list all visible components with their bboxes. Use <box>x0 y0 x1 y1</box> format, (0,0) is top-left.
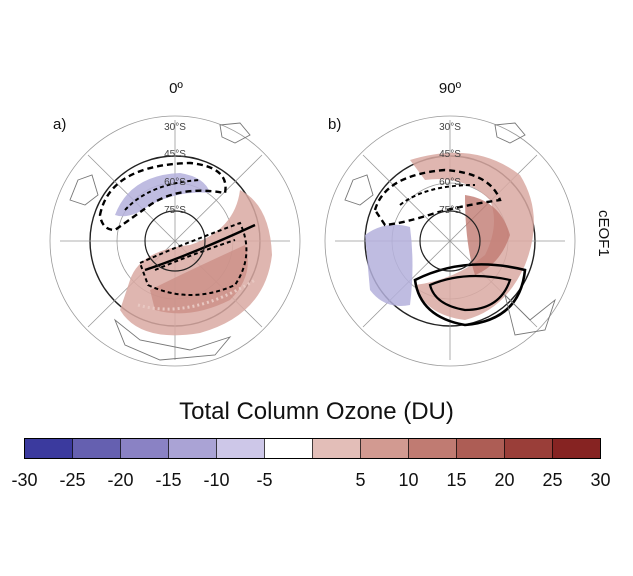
colorbar-tick-label: -15 <box>155 470 182 490</box>
panel-b-lat-45: 45°S <box>439 149 461 160</box>
colorbar-cell <box>24 438 73 459</box>
panel-b-lat-60: 60°S <box>439 177 461 188</box>
colorbar-tick-label: -30 <box>11 470 38 490</box>
panel-a-lat-45: 45°S <box>164 149 186 160</box>
colorbar-cell <box>264 438 313 459</box>
colorbar-cell <box>408 438 457 459</box>
panel-b-lat-75: 75°S <box>439 205 461 216</box>
colorbar-tick-label: 5 <box>355 470 366 490</box>
colorbar-cell <box>552 438 601 459</box>
colorbar-cell <box>456 438 505 459</box>
colorbar-cell <box>168 438 217 459</box>
row-label: cEOF1 <box>595 210 612 257</box>
panel-a-lat-30: 30°S <box>164 122 186 133</box>
panel-a-polar-map: 30°S 45°S 60°S 75°S <box>49 115 301 367</box>
colorbar-cell <box>120 438 169 459</box>
panel-b-lat-30: 30°S <box>439 122 461 133</box>
panel-a-lat-75: 75°S <box>164 205 186 216</box>
panel-b-polar-map: 30°S 45°S 60°S 75°S <box>324 115 576 367</box>
colorbar-tick-label: 10 <box>398 470 419 490</box>
panel-b-label: b) <box>328 116 342 133</box>
panel-b-phase-title: 90º <box>438 80 462 97</box>
colorbar-title: Total Column Ozone (DU) <box>179 398 454 425</box>
colorbar-tick-label: 25 <box>542 470 563 490</box>
colorbar-cell <box>216 438 265 459</box>
colorbar-tick-label: -5 <box>256 470 273 490</box>
colorbar-tick-label: 20 <box>494 470 515 490</box>
panel-a-label: a) <box>53 116 67 133</box>
colorbar-tick-label: -20 <box>107 470 134 490</box>
panel-b-coastline <box>344 122 556 336</box>
colorbar-cell <box>72 438 121 459</box>
panel-a-lat-60: 60°S <box>164 177 186 188</box>
colorbar-tick-label: 30 <box>590 470 611 490</box>
panel-a-negative-region <box>115 173 210 217</box>
colorbar-tick-label: -25 <box>59 470 86 490</box>
colorbar-tick-label: -10 <box>203 470 230 490</box>
colorbar-cell <box>360 438 409 459</box>
colorbar <box>24 438 601 459</box>
colorbar-cell <box>504 438 553 459</box>
colorbar-tick-label: 15 <box>446 470 467 490</box>
panel-a-coastline <box>69 122 251 361</box>
colorbar-cell <box>312 438 361 459</box>
panel-a-phase-title: 0º <box>169 80 183 97</box>
panel-b-negative-region <box>365 224 413 306</box>
